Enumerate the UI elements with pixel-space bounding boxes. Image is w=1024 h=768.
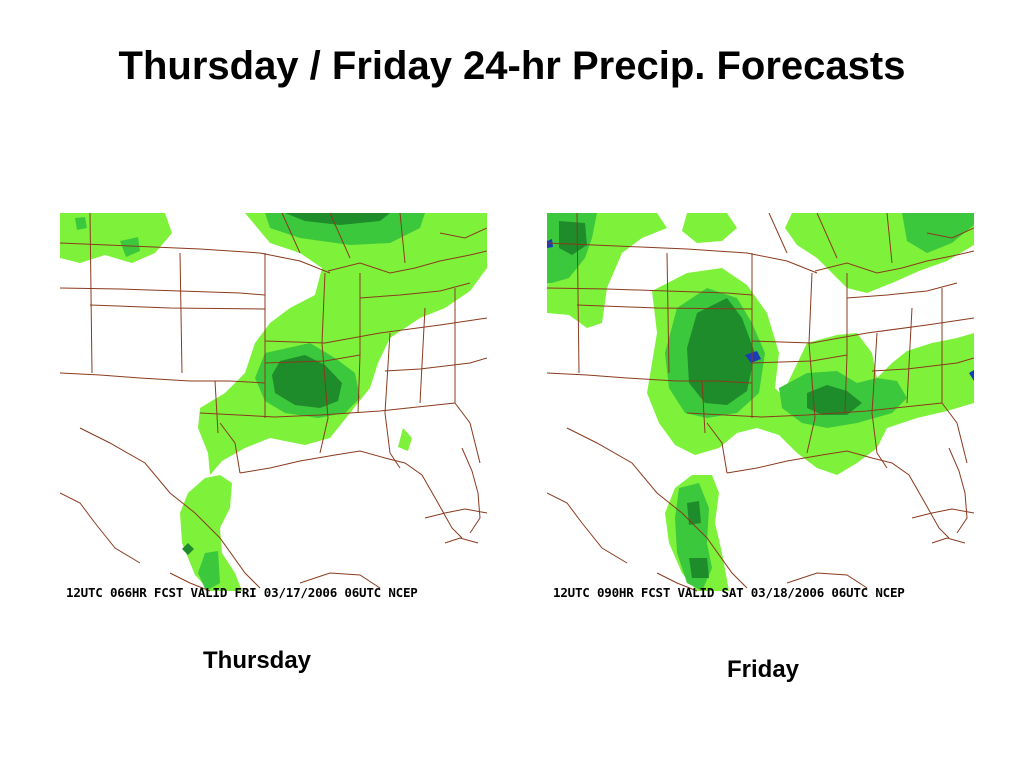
precip-contours: [547, 213, 974, 591]
state-boundaries: [547, 213, 974, 592]
friday-map-graphic: [547, 213, 974, 592]
friday-label: Friday: [727, 656, 800, 683]
friday-precip-map: 12UTC 090HR FCST VALID SAT 03/18/2006 06…: [547, 213, 974, 605]
slide-title: Thursday / Friday 24-hr Precip. Forecast…: [118, 44, 906, 88]
state-boundaries: [60, 213, 487, 592]
precip-contours: [60, 213, 487, 591]
friday-map-caption: 12UTC 090HR FCST VALID SAT 03/18/2006 06…: [553, 585, 905, 600]
thursday-label: Thursday: [203, 647, 312, 674]
thursday-precip-map: 12UTC 066HR FCST VALID FRI 03/17/2006 06…: [60, 213, 487, 605]
thursday-map-graphic: [60, 213, 487, 592]
thursday-map-caption: 12UTC 066HR FCST VALID FRI 03/17/2006 06…: [66, 585, 418, 600]
